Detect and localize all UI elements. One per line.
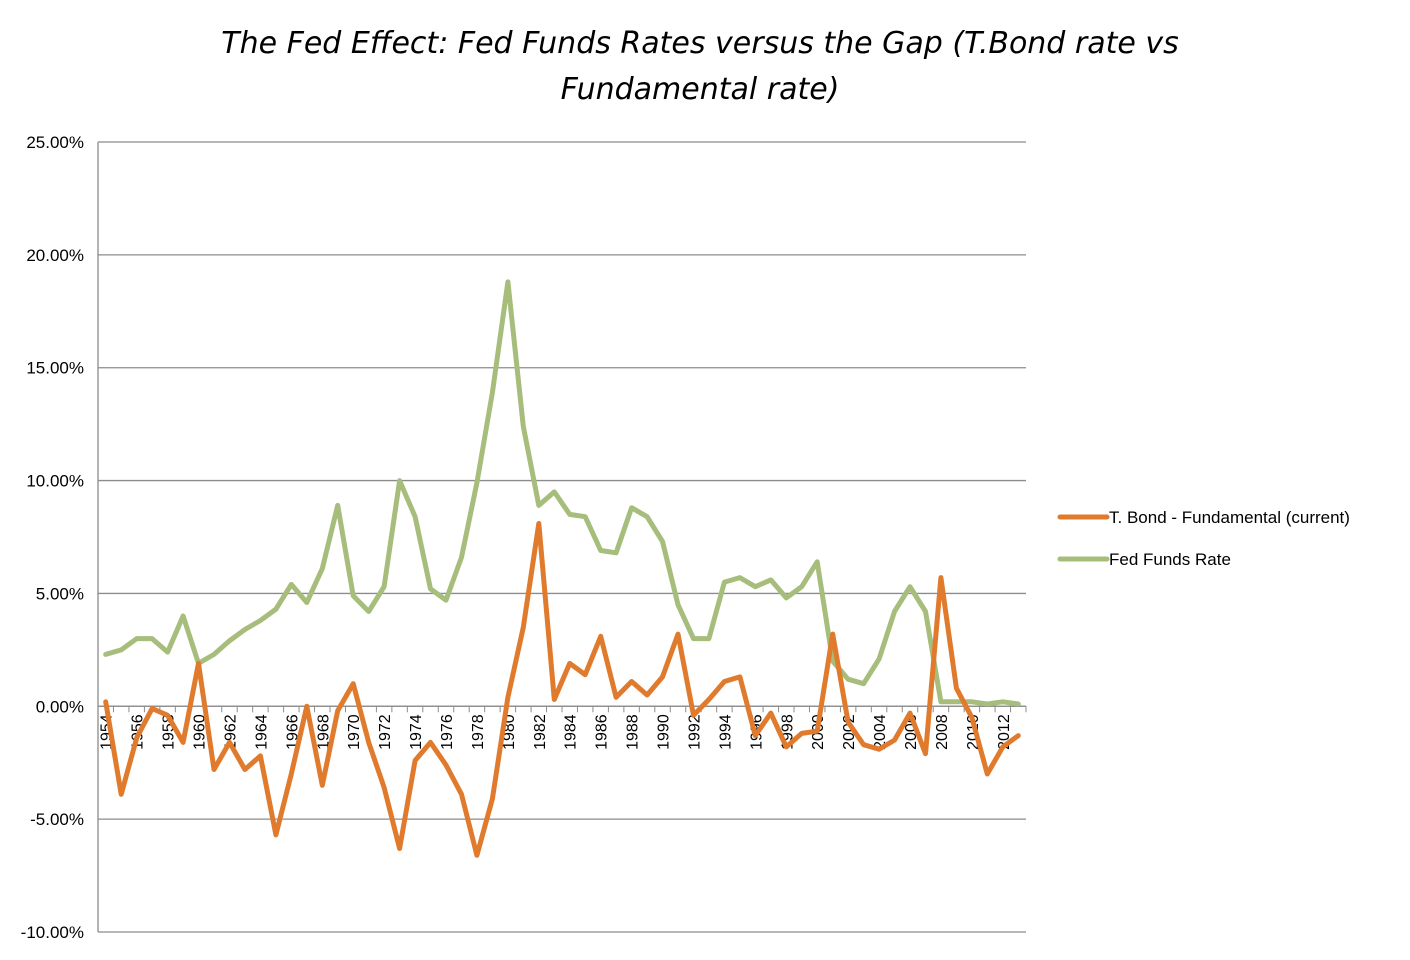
legend-label: Fed Funds Rate [1109,550,1231,569]
x-tick-label: 2008 [934,714,951,750]
y-tick-label: -10.00% [21,923,84,942]
y-tick-label: 25.00% [26,133,84,152]
x-tick-label: 1970 [346,714,363,750]
x-tick-label: 1964 [253,714,270,750]
y-tick-label: 15.00% [26,359,84,378]
x-tick-label: 1988 [625,714,642,750]
y-tick-label: 20.00% [26,246,84,265]
x-tick-label: 1990 [656,714,673,750]
x-tick-label: 1968 [315,714,332,750]
series-line-tbond-fundamental [103,521,1021,858]
y-tick-label: 0.00% [36,697,84,716]
x-tick-label: 1974 [408,714,425,750]
x-tick-label: 1982 [532,714,549,750]
x-tick-label: 1976 [439,714,456,750]
chart-title-line-1: The Fed Effect: Fed Funds Rates versus t… [221,26,1179,61]
x-tick-label: 1978 [470,714,487,750]
y-tick-label: 5.00% [36,584,84,603]
y-tick-label: -5.00% [30,810,84,829]
y-tick-label: 10.00% [26,472,84,491]
x-tick-label: 1984 [563,714,580,750]
x-tick-label: 1994 [717,714,734,750]
x-tick-label: 1986 [594,714,611,750]
x-tick-label: 2004 [872,714,889,750]
x-tick-label: 1962 [222,714,239,750]
x-tick-label: 2002 [841,714,858,750]
series-line-fed-funds [103,279,1021,707]
legend-label: T. Bond - Fundamental (current) [1109,508,1350,527]
x-tick-label: 1960 [192,714,209,750]
chart-title-line-2: Fundamental rate) [560,72,840,107]
x-tick-label: 1992 [686,714,703,750]
x-tick-label: 1972 [377,714,394,750]
